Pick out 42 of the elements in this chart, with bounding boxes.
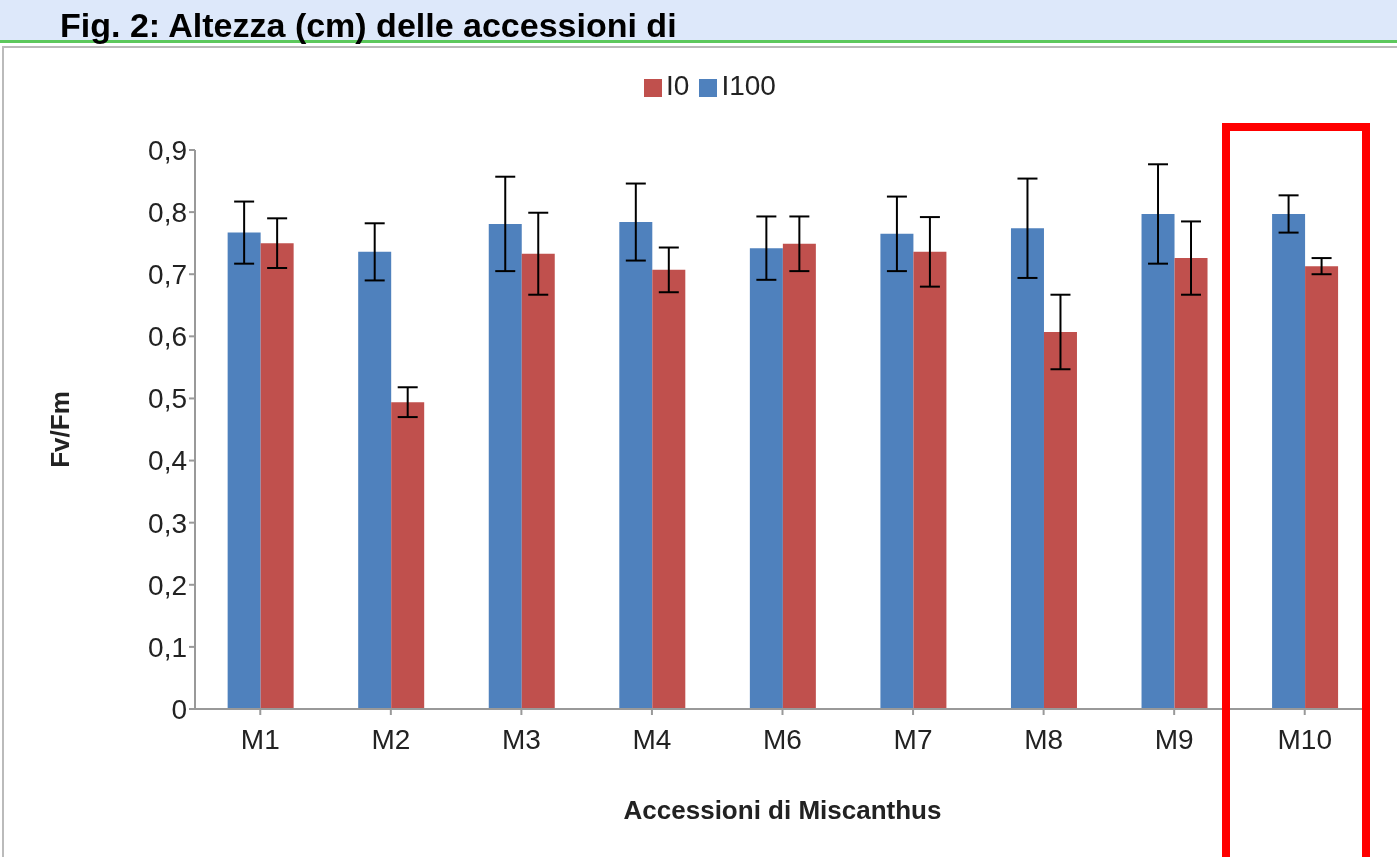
x-tick-label: M2 [371,723,411,755]
bar [1043,331,1077,709]
bar [1010,228,1044,709]
x-tick-label: M3 [501,723,541,755]
x-tick-label: M10 [1277,723,1332,755]
x-tick-label: M6 [763,723,802,755]
bar [1272,213,1306,709]
chart-title: Fig. 2: Altezza (cm) delle accessioni di [60,6,677,45]
bar [1174,258,1208,709]
y-tick-label: 0,6 [148,321,187,353]
y-tick-label: 0,2 [148,569,187,601]
bar [521,253,555,709]
bar [358,251,392,709]
y-tick-label: 0,7 [148,259,187,291]
y-tick-label: 0,9 [148,134,187,166]
y-tick-label: 0,5 [148,383,187,415]
bar [749,248,783,709]
bar [391,402,425,709]
x-tick-label: M4 [632,723,672,755]
x-tick-label: M9 [1154,723,1194,755]
bar [880,233,914,709]
legend-label: I100 [721,70,776,101]
bar [260,243,294,709]
bar [1305,266,1339,709]
y-tick-label: 0 [171,693,187,725]
x-axis-title: Accessioni di Miscanthus [623,795,942,825]
y-axis-title: Fv/Fm [45,391,76,468]
bar [782,243,816,709]
bar [619,222,653,709]
bar [227,232,261,709]
y-tick-label: 0,8 [148,197,187,229]
x-tick-label: M7 [893,723,933,755]
x-tick-label: M8 [1024,723,1064,755]
y-tick-label: 0,4 [148,445,187,477]
y-tick-label: 0,1 [148,631,187,663]
bar [1141,213,1175,709]
bar [913,251,947,709]
y-tick-label: 0,3 [148,507,187,539]
bar [488,223,522,709]
x-tick-label: M1 [240,723,280,755]
bar [652,269,686,709]
legend-label: I0 [666,70,690,101]
